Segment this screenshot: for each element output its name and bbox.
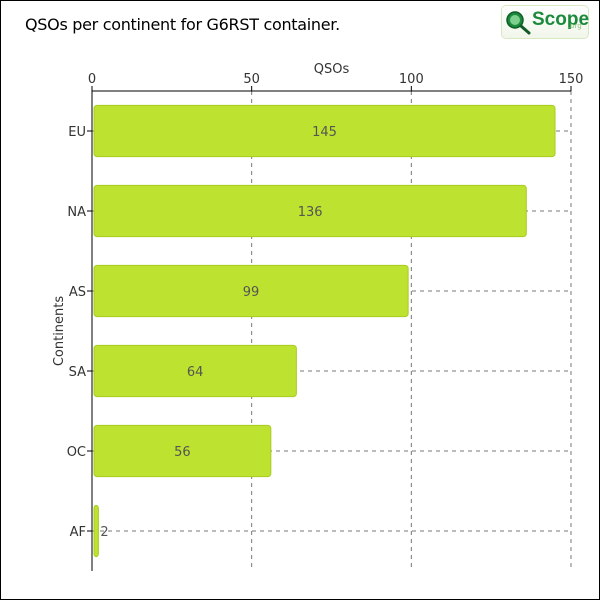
x-tick-label-100: 100	[399, 72, 424, 87]
x-tick-label-0: 0	[88, 72, 96, 87]
y-axis-label: Continents	[52, 296, 67, 367]
category-label-af: AF	[70, 525, 86, 540]
x-axis-label: QSOs	[314, 62, 350, 77]
magnifier-q-icon	[506, 11, 531, 35]
x-tick-label-50: 50	[243, 72, 260, 87]
qscope-logo[interactable]: Scope .org	[501, 5, 589, 39]
data-label-as: 99	[243, 285, 260, 300]
category-label-sa: SA	[69, 365, 86, 380]
bar-as	[93, 264, 409, 318]
data-label-oc: 56	[174, 445, 191, 460]
data-label-sa: 64	[187, 365, 204, 380]
bar-na	[93, 184, 527, 238]
data-label-eu: 145	[312, 125, 337, 140]
x-tick-label-150: 150	[559, 72, 584, 87]
bar-sa	[93, 344, 297, 398]
data-label-na: 136	[298, 205, 323, 220]
category-label-na: NA	[67, 205, 86, 220]
bar-af	[93, 504, 99, 558]
category-label-eu: EU	[68, 125, 86, 140]
logo-text: Scope	[532, 9, 590, 30]
category-label-oc: OC	[67, 445, 86, 460]
chart-title: QSOs per continent for G6RST container.	[25, 15, 340, 34]
category-label-as: AS	[69, 285, 86, 300]
bar-eu	[93, 104, 556, 158]
data-label-af: 2	[100, 525, 108, 540]
logo-subtext: .org	[568, 22, 582, 30]
bar-oc	[93, 424, 272, 478]
